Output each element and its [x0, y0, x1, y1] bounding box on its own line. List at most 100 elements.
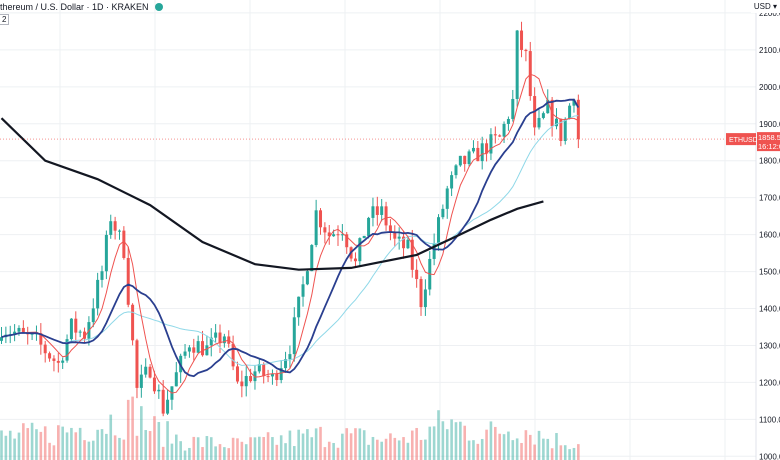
candle-body	[515, 30, 519, 99]
ma-long-line	[0, 117, 544, 271]
volume-bar	[244, 444, 248, 460]
volume-bar	[188, 447, 191, 460]
candle-body	[209, 337, 213, 346]
volume-bar	[415, 427, 418, 460]
volume-bar	[341, 433, 344, 460]
symbol-title: thereum / U.S. Dollar · 1D · KRAKEN	[0, 2, 149, 12]
candle-body	[266, 376, 270, 378]
candle-body	[415, 269, 419, 280]
candle-body	[441, 208, 445, 218]
tick-label: 1900.0	[759, 120, 780, 129]
candle-body	[458, 155, 462, 166]
candle-body	[117, 230, 121, 232]
candle-body	[52, 358, 56, 361]
candle-body	[39, 333, 43, 345]
currency-label[interactable]: USD ▾	[750, 0, 780, 13]
volume-bar	[563, 445, 567, 460]
volume-bar	[262, 437, 265, 460]
tick-label: 1700.0	[759, 194, 780, 203]
tick-label: 2200.0	[759, 9, 780, 18]
volume-bar	[131, 396, 134, 460]
candle-body	[397, 236, 401, 239]
candle-body	[537, 117, 541, 128]
volume-bar	[384, 438, 388, 460]
volume-bar	[74, 432, 78, 460]
candle-body	[244, 376, 248, 387]
candle-body	[319, 210, 323, 228]
volume-bar	[301, 433, 305, 460]
volume-bar	[515, 438, 519, 460]
volume-bar	[201, 447, 204, 460]
volume-bar	[476, 443, 480, 460]
volume-bar	[192, 436, 196, 460]
volume-bar	[345, 428, 349, 460]
candle-body	[314, 210, 318, 246]
candle-body	[104, 234, 108, 272]
volume-bar	[175, 434, 178, 460]
volume-bar	[148, 431, 152, 460]
volume-bar	[249, 437, 252, 460]
candle-body	[362, 235, 366, 239]
tick-label: 1300.0	[759, 341, 780, 350]
candle-body	[113, 221, 117, 231]
candle-body	[563, 118, 567, 141]
volume-bar	[240, 441, 244, 460]
candle-body	[78, 331, 82, 333]
volume-bar	[52, 445, 56, 460]
volume-bar	[577, 444, 580, 460]
candle-body	[144, 366, 148, 375]
volume-bar	[327, 441, 331, 460]
candle-body	[279, 368, 283, 381]
candle-body	[572, 99, 576, 106]
volume-bar	[57, 425, 60, 460]
candle-body	[231, 343, 235, 367]
volume-bar	[35, 429, 38, 460]
volume-bar	[494, 426, 497, 460]
candle-body	[502, 123, 506, 137]
candle-body	[559, 118, 563, 141]
volume-bar	[454, 422, 458, 460]
volume-bar	[376, 439, 379, 460]
volume-bar	[542, 438, 545, 460]
candle-body	[423, 289, 427, 308]
volume-bar	[105, 433, 108, 460]
candle-body	[0, 337, 3, 341]
volume-bar	[419, 439, 423, 460]
candle-body	[222, 336, 226, 344]
tick-label: 1800.0	[759, 157, 780, 166]
candle-body	[493, 134, 497, 136]
candle-body	[275, 373, 279, 381]
volume-bar	[489, 421, 493, 460]
candle-body	[327, 232, 331, 237]
price-tag-countdown: 16:12:0	[758, 142, 780, 151]
volume-bar	[205, 436, 209, 460]
candle-body	[554, 118, 558, 127]
volume-bar	[397, 440, 401, 460]
volume-bar	[109, 414, 113, 460]
volume-bar	[122, 439, 126, 460]
symbol-header[interactable]: thereum / U.S. Dollar · 1D · KRAKEN	[0, 2, 163, 12]
candle-body	[135, 340, 139, 388]
candle-body	[148, 366, 152, 378]
candle-body	[174, 372, 178, 387]
candle-body	[235, 366, 239, 382]
volume-bar	[459, 421, 462, 460]
volume-bar	[118, 437, 121, 460]
candle-body	[406, 239, 410, 249]
candle-body	[301, 284, 305, 297]
candle-body	[402, 236, 406, 249]
indicator-count-badge[interactable]: 2	[0, 14, 10, 25]
candle-body	[187, 347, 191, 352]
candle-body	[432, 243, 436, 259]
candle-body	[506, 118, 510, 124]
volume-bar	[498, 433, 501, 460]
candle-body	[371, 206, 375, 218]
volume-bar	[61, 426, 64, 460]
candle-body	[467, 151, 471, 165]
candle-body	[192, 347, 196, 353]
volume-bar	[271, 437, 274, 460]
volume-bar	[78, 427, 82, 460]
volume-bar	[39, 431, 43, 460]
candle-body	[323, 227, 327, 233]
